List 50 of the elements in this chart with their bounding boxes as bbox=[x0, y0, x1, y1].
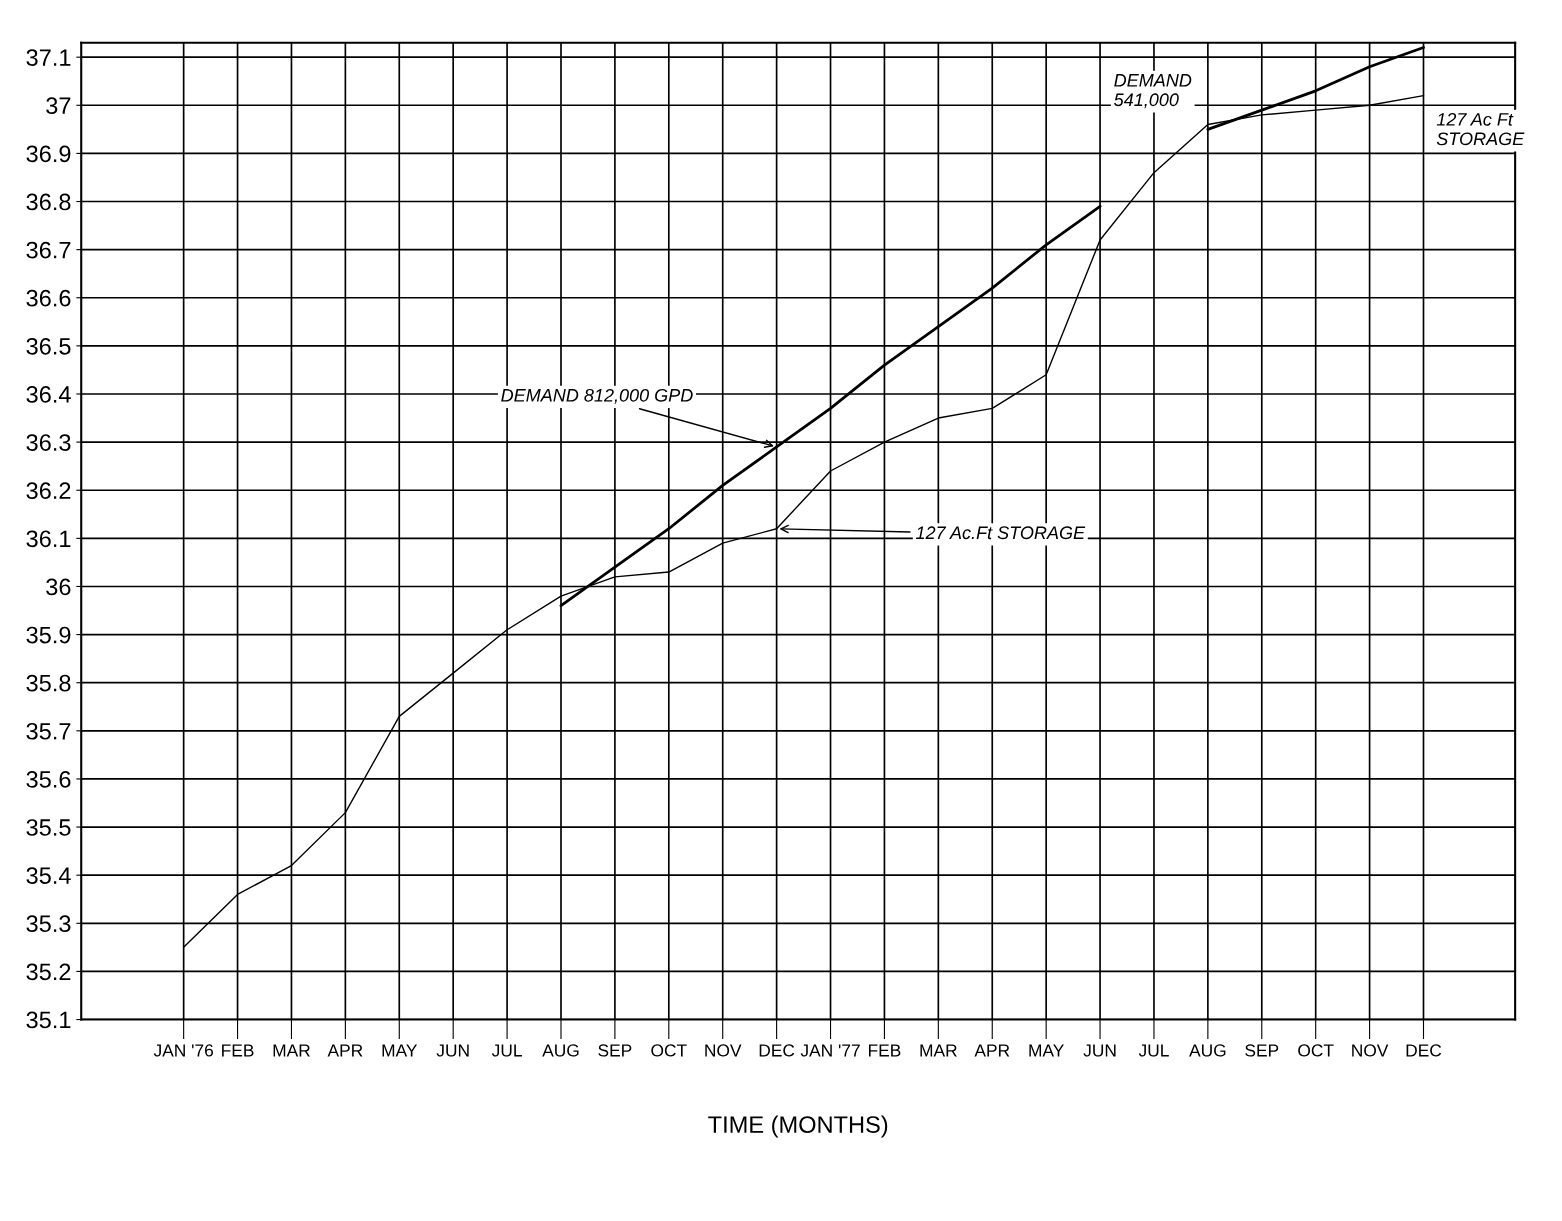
x-axis-title: TIME (MONTHS) bbox=[708, 1115, 888, 1138]
y-tick-label: 35.7 bbox=[26, 722, 71, 740]
y-tick-label: 36.3 bbox=[26, 434, 71, 451]
x-tick-label: FEB bbox=[222, 1044, 254, 1057]
x-tick-label: AUG bbox=[542, 1044, 579, 1057]
x-tick-label: DEC bbox=[759, 1044, 795, 1057]
x-tick-label: SEP bbox=[598, 1044, 632, 1057]
x-tick-label: AUG bbox=[1189, 1044, 1226, 1057]
x-tick-label: JAN '77 bbox=[800, 1044, 860, 1057]
x-tick-label: JUL bbox=[491, 1044, 522, 1057]
x-tick-label: NOV bbox=[1352, 1044, 1389, 1057]
y-tick-label: 35.2 bbox=[26, 963, 71, 981]
y-tick-label: 36.9 bbox=[26, 145, 71, 163]
x-tick-label: MAR bbox=[273, 1044, 310, 1057]
y-tick-label: 36.6 bbox=[26, 289, 71, 307]
annotation: DEMAND 541,000 bbox=[1114, 74, 1192, 109]
y-tick-label: 36.2 bbox=[26, 482, 71, 500]
y-tick-label: 36 bbox=[46, 578, 71, 596]
y-tick-label: 36.1 bbox=[26, 530, 71, 548]
y-tick-label: 35.1 bbox=[26, 1011, 71, 1029]
y-tick-label: 35.3 bbox=[26, 915, 71, 933]
y-tick-label: 37 bbox=[46, 97, 71, 115]
x-tick-label: SEP bbox=[1245, 1044, 1279, 1057]
y-tick-label: 35.4 bbox=[26, 867, 71, 884]
x-tick-label: APR bbox=[327, 1044, 363, 1057]
x-tick-label: JUN bbox=[1083, 1044, 1116, 1057]
x-tick-label: JUL bbox=[1138, 1044, 1169, 1057]
y-tick-label: 37.1 bbox=[26, 49, 71, 66]
x-tick-label: OCT bbox=[651, 1044, 687, 1057]
x-tick-label: MAY bbox=[1029, 1044, 1064, 1057]
y-tick-label: 35.9 bbox=[26, 626, 71, 644]
annotation: 127 Ac.Ft STORAGE bbox=[915, 526, 1086, 540]
x-tick-label: DEC bbox=[1406, 1044, 1442, 1057]
y-tick-label: 36.4 bbox=[26, 386, 71, 403]
annotation: 127 Ac Ft STORAGE bbox=[1436, 112, 1525, 146]
x-tick-label: NOV bbox=[705, 1044, 742, 1057]
y-tick-label: 35.5 bbox=[26, 819, 71, 836]
x-tick-label: APR bbox=[974, 1044, 1010, 1057]
x-tick-label: MAR bbox=[920, 1044, 957, 1057]
x-tick-label: OCT bbox=[1298, 1044, 1334, 1057]
y-tick-label: 36.8 bbox=[26, 193, 71, 211]
y-tick-label: 36.7 bbox=[26, 241, 71, 259]
y-tick-label: 36.5 bbox=[26, 337, 71, 355]
x-tick-label: MAY bbox=[382, 1044, 418, 1057]
x-tick-label: JAN '76 bbox=[153, 1044, 214, 1057]
x-tick-label: JUN bbox=[436, 1044, 469, 1057]
y-tick-label: 35.8 bbox=[26, 674, 71, 692]
annotation: DEMAND 812,000 GPD bbox=[501, 388, 693, 404]
x-tick-label: FEB bbox=[868, 1044, 901, 1057]
y-tick-label: 35.6 bbox=[26, 771, 71, 788]
